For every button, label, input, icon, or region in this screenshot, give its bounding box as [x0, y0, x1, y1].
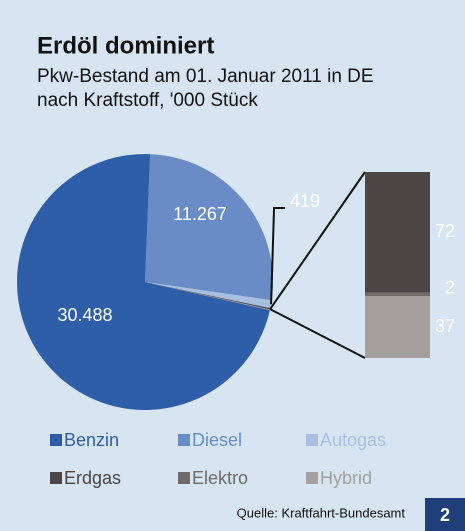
data-label: 37: [435, 316, 455, 336]
data-label: 30.488: [57, 305, 112, 325]
legend-swatch: [50, 434, 62, 446]
badge: 2: [440, 505, 450, 525]
legend-label: Erdgas: [64, 468, 121, 488]
pie-slice: [145, 154, 273, 301]
legend-label: Hybrid: [320, 468, 372, 488]
legend-swatch: [178, 434, 190, 446]
connector-line: [269, 171, 366, 310]
connector-line: [269, 308, 366, 359]
legend-label: Elektro: [192, 468, 248, 488]
legend-swatch: [178, 472, 190, 484]
bar-segment: [365, 292, 430, 296]
pie-slice: [17, 153, 270, 410]
data-label: 72: [435, 221, 455, 241]
legend-swatch: [306, 472, 318, 484]
subtitle: Pkw-Bestand am 01. Januar 2011 in DE: [37, 66, 374, 87]
legend-label: Diesel: [192, 430, 242, 450]
pie-slice: [145, 282, 271, 311]
legend-label: Benzin: [64, 430, 119, 450]
pie-slice: [145, 282, 271, 310]
data-label: 2: [445, 277, 455, 297]
chart-title: Erdöl dominiert: [37, 32, 214, 59]
pie-slice: [145, 282, 272, 309]
leader-line: [270, 207, 286, 305]
legend-swatch: [306, 434, 318, 446]
source: Quelle: Kraftfahrt-Bundesamt: [237, 505, 406, 520]
data-label: 11.267: [173, 204, 227, 224]
data-label: 419: [290, 191, 320, 211]
bar-segment: [365, 296, 430, 358]
bar-segment: [365, 172, 430, 293]
badge-box: [425, 498, 465, 531]
legend-swatch: [50, 472, 62, 484]
subtitle: nach Kraftstoff, '000 Stück: [37, 90, 258, 111]
pie-slice: [145, 282, 271, 310]
legend-label: Autogas: [320, 430, 386, 450]
